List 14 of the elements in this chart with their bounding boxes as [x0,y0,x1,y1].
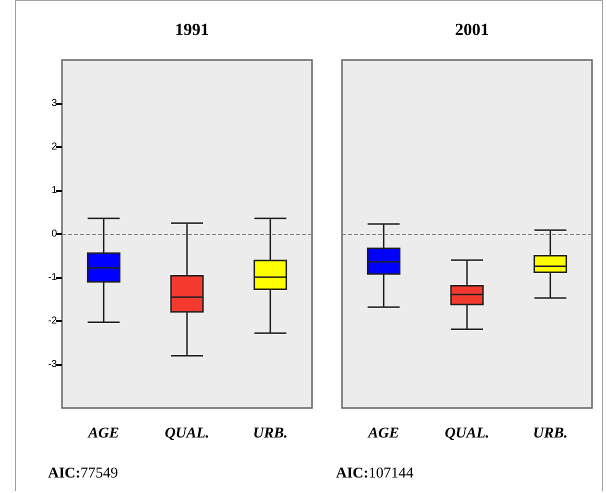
x-tick-label: AGE [87,426,120,442]
x-tick-label: AGE [367,426,400,442]
text: AIC:77549 [48,466,118,482]
x-tick-label: QUAL. [164,426,210,442]
y-tick-label: 2 [51,142,58,152]
chart-title: 2001 [455,20,489,39]
y-tick-label: -2 [48,316,58,326]
text: AIC:107144 [336,466,414,482]
x-tick-label: URB. [253,426,288,442]
y-tick-label: 1 [51,185,58,196]
y-tick-label: -1 [48,272,58,283]
x-tick-label: QUAL. [444,426,490,442]
x-tick-label: URB. [533,426,568,442]
chart-title: 1991 [175,20,209,39]
